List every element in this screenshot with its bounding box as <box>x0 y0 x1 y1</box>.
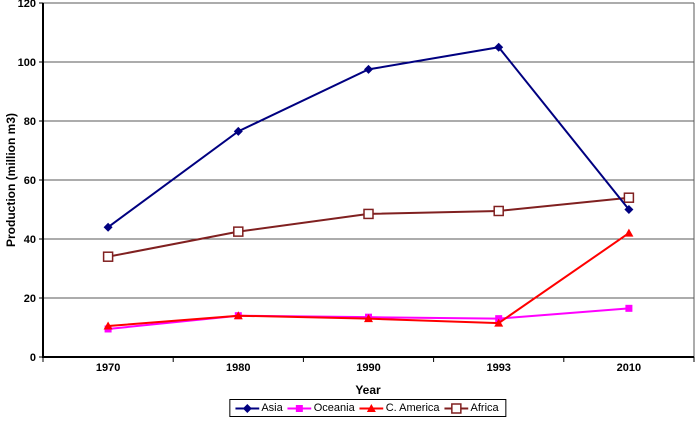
legend-label-oceania: Oceania <box>313 402 355 414</box>
x-tick-label: 1980 <box>226 362 250 374</box>
legend-glyph-asia <box>242 403 252 413</box>
data-point-africa-1980 <box>233 226 244 237</box>
legend-label-c-america: C. America <box>385 402 440 414</box>
legend-item-oceania: Oceania <box>287 402 355 414</box>
legend-label-africa: Africa <box>470 402 499 414</box>
data-point-c-america-1993 <box>494 318 504 327</box>
data-point-asia-1970 <box>103 222 113 232</box>
legend-label-asia: Asia <box>261 402 283 414</box>
data-point-asia-1993 <box>494 42 504 52</box>
series-c-america <box>103 228 634 330</box>
data-point-c-america-1970 <box>103 321 113 330</box>
data-point-c-america-1980 <box>233 311 243 320</box>
data-point-africa-1990 <box>363 208 374 220</box>
chart-legend: Asia Oceania C. America Africa <box>229 399 507 417</box>
legend-item-africa: Africa <box>444 402 499 414</box>
data-point-c-america-1990 <box>364 314 373 323</box>
x-tick-label: 2010 <box>617 362 641 374</box>
data-point-asia-1980 <box>233 126 243 136</box>
legend-marker-c-america-icon <box>359 403 384 412</box>
x-tick-label: 1970 <box>96 362 120 374</box>
legend-glyph-oceania <box>296 404 304 412</box>
data-point-africa-1970 <box>102 251 114 262</box>
legend-marker-africa-icon <box>444 402 469 414</box>
data-point-c-america-2010 <box>624 228 634 237</box>
series-line-africa <box>107 196 630 258</box>
y-tick-label: 120 <box>18 0 36 10</box>
y-tick-label: 80 <box>24 116 36 128</box>
legend-glyph-africa <box>451 402 462 414</box>
y-tick-label: 0 <box>30 352 36 364</box>
legend-glyph-c-america <box>367 403 377 412</box>
data-point-asia-1990 <box>364 64 373 74</box>
data-point-asia-2010 <box>624 205 634 214</box>
x-tick-label: 1990 <box>356 362 380 374</box>
series-africa <box>102 192 635 262</box>
y-tick-label: 20 <box>24 293 36 305</box>
y-tick-label: 40 <box>24 234 36 246</box>
x-tick-label: 1993 <box>486 362 510 374</box>
x-axis-title: Year <box>355 383 381 397</box>
data-point-africa-1993 <box>493 205 504 217</box>
data-point-oceania-2010 <box>625 304 633 312</box>
series-asia <box>103 42 634 232</box>
y-axis-title: Production (million m3) <box>4 113 18 247</box>
legend-item-c-america: C. America <box>359 402 440 414</box>
series-line-c-america <box>108 232 630 328</box>
series-line-asia <box>107 46 630 229</box>
legend-marker-oceania-icon <box>287 404 312 412</box>
legend-marker-asia-icon <box>235 403 260 413</box>
legend-item-asia: Asia <box>235 402 283 414</box>
data-point-africa-2010 <box>623 192 635 203</box>
y-tick-label: 100 <box>18 57 36 69</box>
y-tick-label: 60 <box>24 175 36 187</box>
